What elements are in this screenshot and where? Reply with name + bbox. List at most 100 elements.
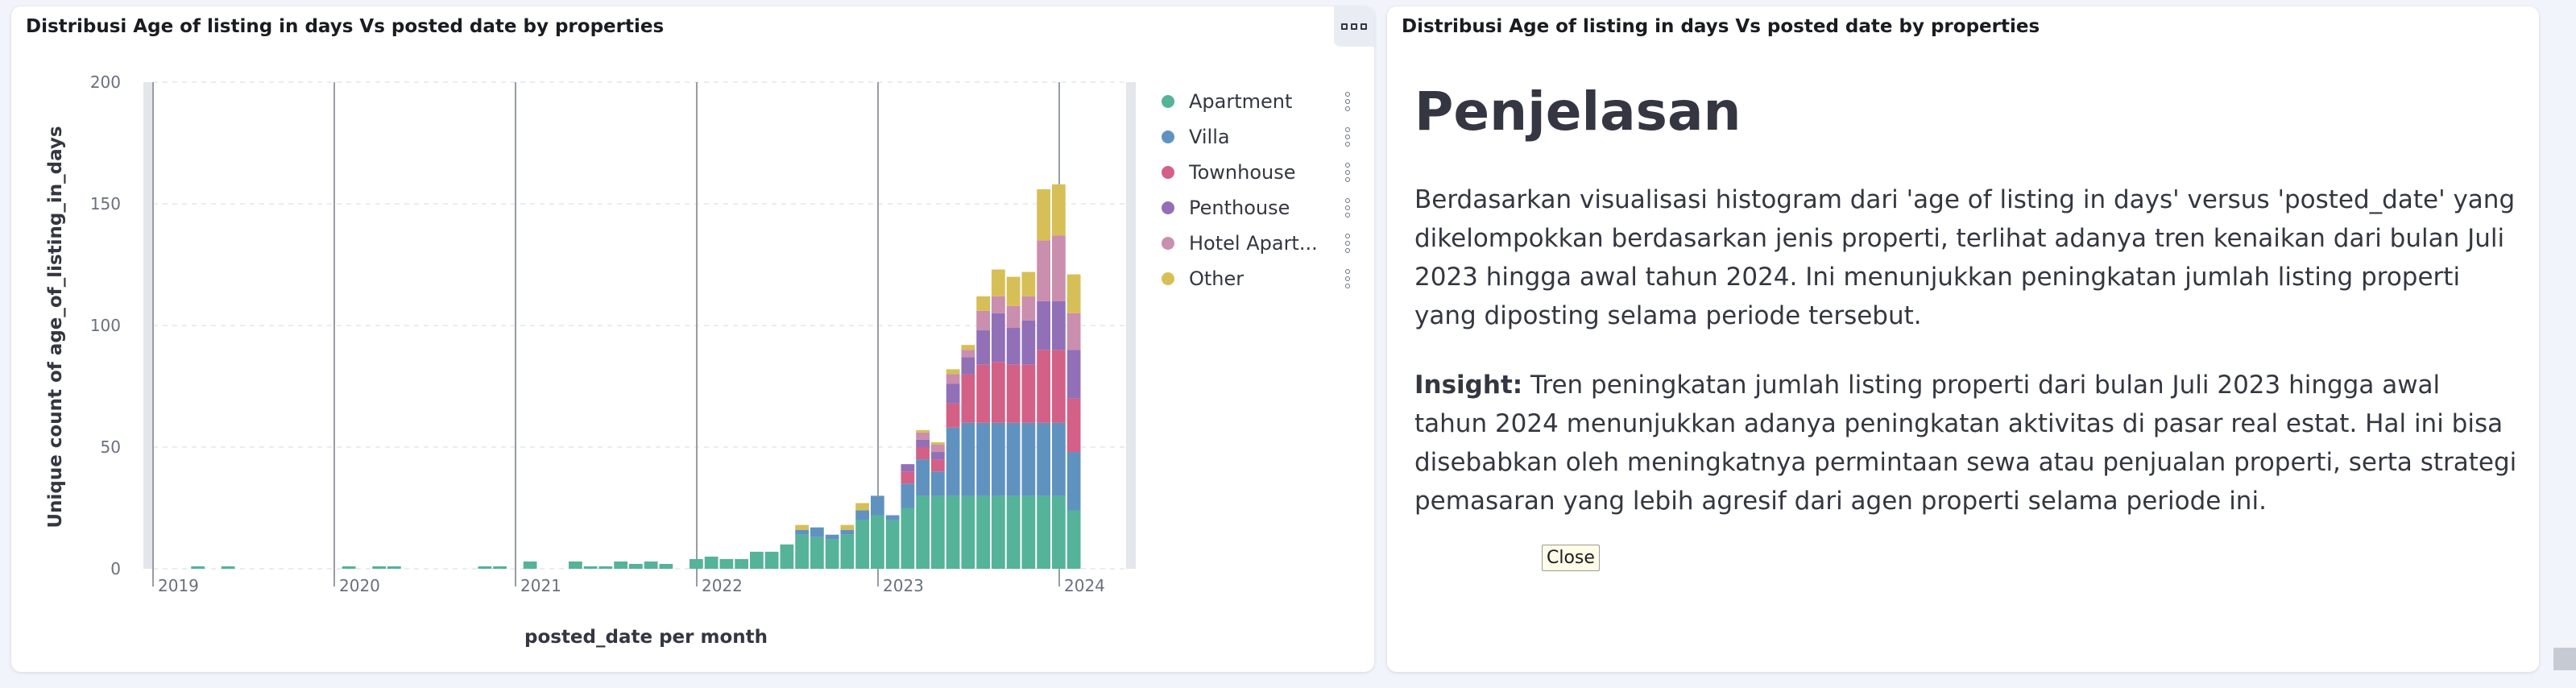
y-axis-title: Unique count of age_of_listing_in_days	[45, 126, 66, 528]
legend-label: Other	[1189, 267, 1245, 290]
bar-segment	[1021, 271, 1036, 296]
legend-label: Townhouse	[1189, 161, 1296, 184]
histogram-chart[interactable]: 0 50 100 150 200 2019 2020 2021 2022 2023 2024 post…	[11, 6, 1374, 672]
legend-dot-icon	[1162, 131, 1174, 143]
bar-segment	[1052, 184, 1066, 236]
legend-dot-icon	[1162, 95, 1174, 108]
panel-title: Distribusi Age of listing in days Vs pos…	[1402, 16, 2040, 37]
bar-segment	[946, 374, 960, 384]
y-tick-label: 100	[90, 316, 121, 335]
legend-item[interactable]: Hotel Apart...	[1162, 226, 1363, 261]
bar-segment	[735, 558, 748, 569]
bar-segment	[976, 364, 990, 423]
bar-segment	[976, 495, 990, 569]
bar-segment	[855, 520, 869, 569]
x-tick-label: 2024	[1064, 576, 1105, 595]
legend-dot-icon	[1162, 272, 1174, 285]
bar-segment	[810, 537, 824, 569]
legend-item[interactable]: Apartment	[1162, 84, 1363, 119]
bar-segment	[1066, 452, 1081, 511]
bar-segment	[598, 566, 613, 569]
bar-segment	[840, 529, 855, 535]
bar-segment	[342, 566, 356, 569]
bar-segment	[961, 345, 975, 350]
bar-segment	[840, 524, 855, 530]
bar-segment	[644, 561, 658, 569]
bar-segment	[931, 444, 945, 453]
plot-left-rail	[143, 82, 153, 569]
bar-segment	[961, 350, 975, 358]
insight-label: Insight:	[1414, 371, 1523, 400]
x-tick-label: 2022	[702, 576, 743, 595]
bar-segment	[1021, 422, 1036, 496]
bar-segment	[690, 558, 703, 569]
bar-segment	[1021, 364, 1036, 423]
x-tick-label: 2019	[158, 576, 199, 595]
legend-item[interactable]: Penthouse	[1162, 190, 1363, 226]
bar-segment	[1052, 300, 1066, 350]
bar-segment	[946, 383, 960, 404]
bar-segment	[976, 296, 990, 311]
legend-actions-icon[interactable]	[1344, 234, 1352, 253]
bar-segment	[795, 524, 809, 530]
scrollbar-thumb[interactable]	[2553, 648, 2576, 670]
bar-segment	[583, 566, 598, 569]
bar-segment	[750, 551, 764, 569]
legend-actions-icon[interactable]	[1344, 163, 1352, 182]
bar-segment	[1037, 495, 1050, 569]
options-square-icon	[1341, 23, 1348, 30]
bar-segment	[1006, 328, 1021, 365]
plot-right-rail	[1126, 82, 1136, 569]
bar-segment	[795, 529, 809, 535]
bar-segment	[901, 508, 915, 569]
bar-segment	[916, 432, 930, 440]
bar-segment	[372, 566, 386, 569]
bar-segment	[1066, 274, 1081, 313]
close-button[interactable]: Close	[1542, 545, 1600, 571]
bar-segment	[931, 459, 945, 472]
legend-item[interactable]: Townhouse	[1162, 155, 1363, 190]
x-tick-label: 2023	[883, 576, 924, 595]
bar-segment	[719, 558, 734, 569]
bar-segment	[871, 495, 884, 516]
bar-segment	[992, 313, 1005, 363]
bar-segment	[946, 403, 960, 428]
bar-segment	[931, 471, 945, 496]
bar-segment	[1052, 495, 1066, 569]
bar-segment	[569, 561, 582, 569]
bar-segment	[780, 544, 794, 569]
bar-segment	[478, 566, 492, 569]
bar-segment	[855, 503, 869, 511]
bar-segment	[961, 495, 975, 569]
x-tick-label: 2021	[520, 576, 561, 595]
bar-segment	[1052, 422, 1066, 496]
markdown-panel: Distribusi Age of listing in days Vs pos…	[1387, 6, 2539, 672]
legend-actions-icon[interactable]	[1344, 127, 1352, 147]
legend-item[interactable]: Villa	[1162, 119, 1363, 155]
legend-dot-icon	[1162, 237, 1174, 250]
bar-segment	[523, 561, 537, 569]
bar-segment	[629, 563, 643, 569]
bar-segment	[825, 534, 839, 540]
bar-segment	[976, 422, 990, 496]
bar-segment	[1052, 235, 1066, 301]
bar-segment	[992, 362, 1005, 423]
options-square-icon	[1360, 23, 1367, 30]
bar-segment	[1006, 495, 1021, 569]
legend-item[interactable]: Other	[1162, 261, 1363, 296]
y-tick-label: 0	[110, 559, 121, 578]
bar-segment	[1066, 350, 1081, 399]
bar-segment	[976, 330, 990, 365]
legend-actions-icon[interactable]	[1344, 198, 1352, 218]
legend-actions-icon[interactable]	[1344, 92, 1352, 111]
bar-segment	[901, 471, 915, 484]
bar-segment	[1006, 364, 1021, 423]
bar-segment	[916, 459, 930, 496]
legend-actions-icon[interactable]	[1344, 269, 1352, 288]
insight-text: Tren peningkatan jumlah listing properti…	[1414, 371, 2517, 516]
panel-options-button[interactable]	[1334, 6, 1374, 47]
insight-paragraph: Insight: Tren peningkatan jumlah listing…	[1414, 366, 2518, 520]
x-axis-title: posted_date per month	[524, 627, 768, 648]
x-tick-label: 2020	[339, 576, 380, 595]
bar-segment	[961, 357, 975, 375]
